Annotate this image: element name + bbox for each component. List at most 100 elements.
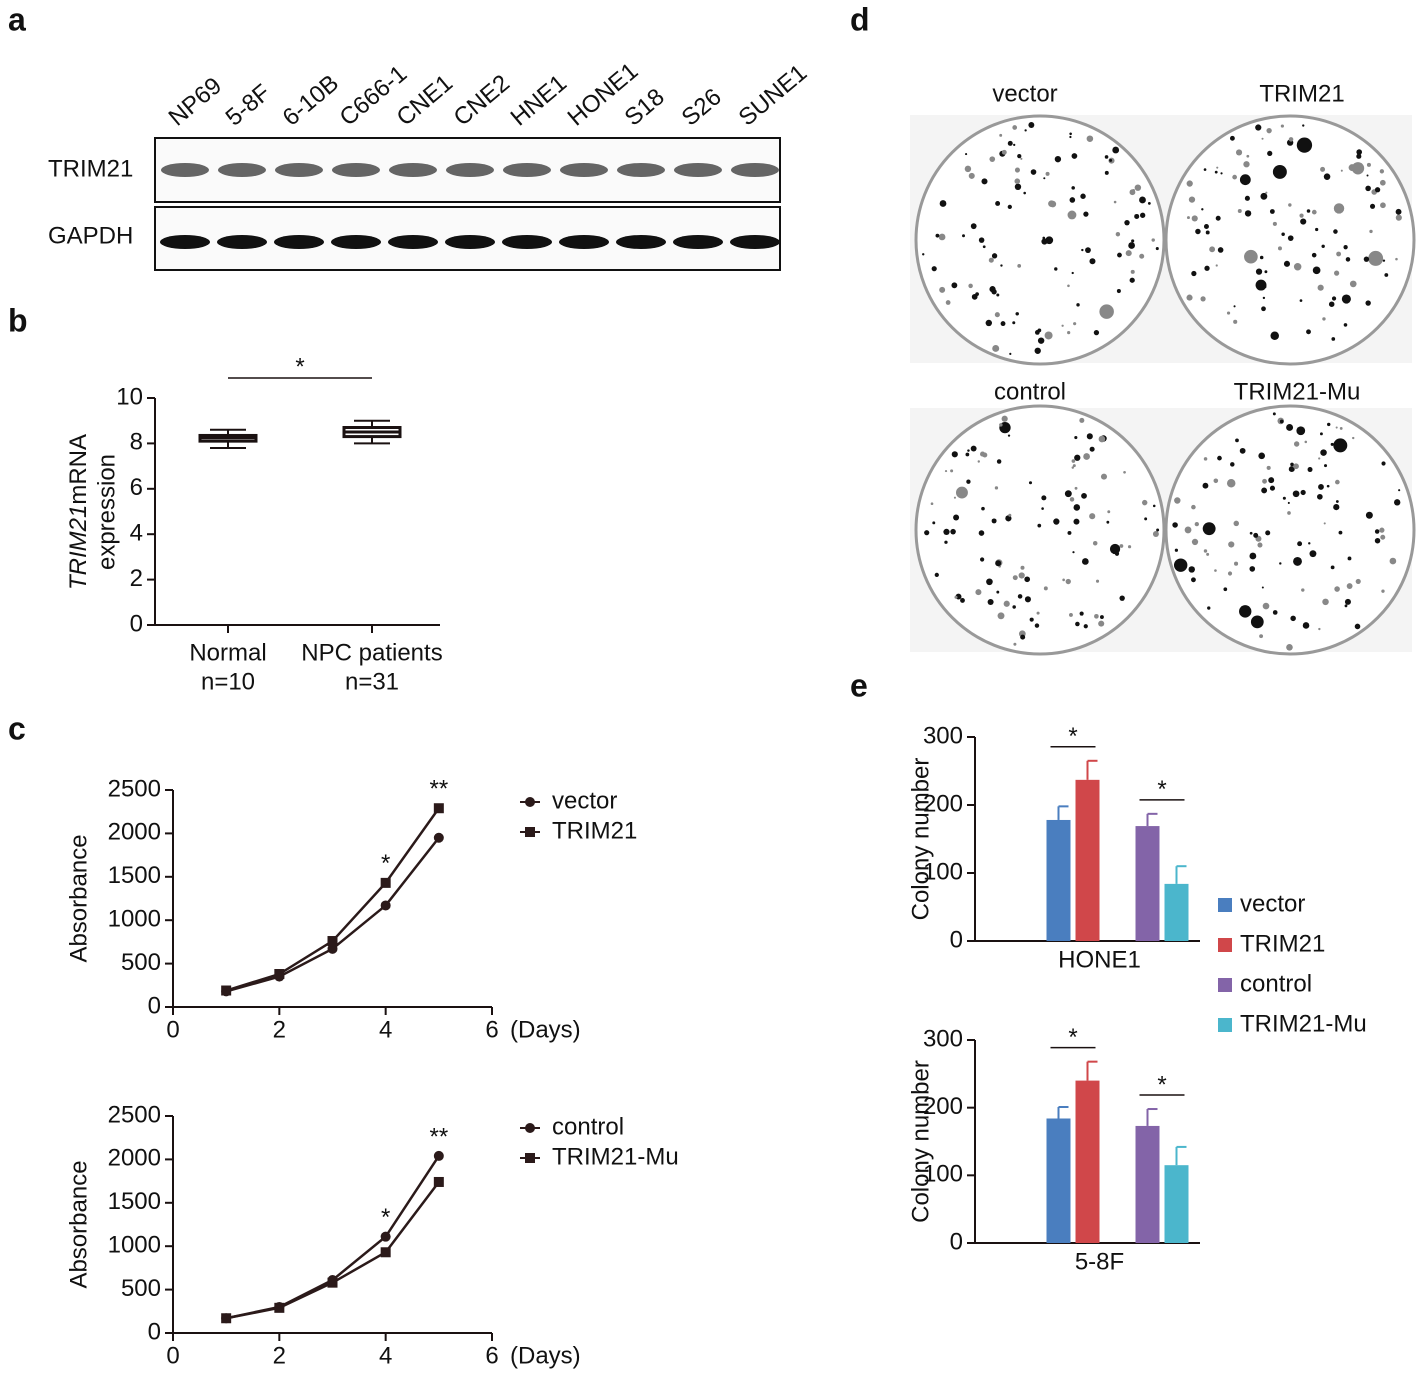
colony [1140, 212, 1146, 218]
colony [1270, 331, 1279, 341]
colony [1286, 643, 1293, 651]
colony [1203, 549, 1208, 553]
colony [1020, 634, 1026, 640]
colony [1081, 492, 1087, 499]
colony [1293, 262, 1302, 271]
colony [1202, 522, 1216, 536]
colony [1054, 155, 1062, 163]
colony [945, 300, 951, 305]
colony [1318, 457, 1321, 460]
colony [1365, 511, 1373, 519]
marker [380, 900, 391, 911]
colony [1067, 210, 1077, 220]
colony [1349, 280, 1357, 288]
colony [978, 530, 985, 536]
colony [1071, 153, 1078, 159]
colony [1389, 557, 1397, 565]
x-axis-label: (Days) [510, 1342, 581, 1369]
colony [1017, 594, 1023, 599]
colony [1261, 586, 1264, 589]
band [160, 235, 210, 249]
colony [1089, 513, 1096, 520]
band [559, 235, 609, 249]
marker [274, 969, 285, 980]
colony [954, 595, 958, 599]
colony [1288, 466, 1295, 473]
band [445, 235, 495, 249]
colony [1076, 303, 1080, 307]
colony [1067, 530, 1072, 535]
colony [1282, 496, 1286, 500]
y-tick-label: 200 [923, 1093, 963, 1120]
colony [1125, 250, 1132, 257]
colony [1194, 521, 1199, 527]
marker [327, 936, 338, 947]
colony [1113, 200, 1117, 204]
colony [994, 486, 999, 490]
panel-label: a [8, 1, 26, 37]
colony [1172, 522, 1178, 528]
colony [1262, 478, 1267, 484]
colony [987, 598, 994, 606]
colony [1324, 464, 1328, 468]
colony [1020, 157, 1023, 160]
colony [1045, 171, 1050, 176]
band [332, 163, 380, 177]
y-tick-label: 1500 [108, 862, 161, 889]
colony [950, 528, 956, 535]
colony [1112, 146, 1120, 154]
colony [1365, 300, 1371, 306]
colony [1220, 172, 1223, 175]
colony [1116, 289, 1121, 294]
significance: * [1157, 1071, 1166, 1098]
bar [1164, 1165, 1189, 1243]
colony [1379, 169, 1385, 174]
band [731, 163, 779, 177]
colony [1106, 520, 1110, 524]
colony [1119, 544, 1124, 548]
colony [1343, 245, 1348, 250]
colony [1233, 520, 1240, 527]
y-tick-label: 300 [923, 722, 963, 749]
colony [1266, 465, 1271, 470]
colony [1188, 566, 1195, 573]
colony [1206, 552, 1210, 556]
colony [1286, 423, 1294, 431]
colony [1123, 470, 1126, 474]
colony [1363, 256, 1370, 262]
colony [1089, 258, 1096, 265]
colony [996, 590, 1000, 594]
band [275, 163, 323, 177]
colony [1382, 259, 1386, 262]
colony [1333, 438, 1348, 453]
colony [1134, 184, 1142, 191]
colony [1214, 170, 1218, 174]
colony [1258, 452, 1266, 460]
colony [1075, 621, 1080, 627]
colony [1037, 337, 1045, 344]
colony [1024, 129, 1027, 132]
band [674, 163, 722, 177]
colony [1228, 541, 1235, 548]
colony [1249, 566, 1256, 572]
colony [1302, 124, 1305, 127]
colony [1203, 457, 1208, 461]
colony [1352, 436, 1355, 440]
colony [1296, 426, 1306, 436]
legend-label: TRIM21-Mu [1240, 1010, 1367, 1037]
colony [1186, 216, 1190, 220]
colony [1395, 214, 1402, 221]
band [730, 235, 780, 249]
colony [1214, 569, 1217, 572]
colony [1203, 224, 1209, 230]
band [617, 163, 665, 177]
colony [1369, 203, 1376, 209]
colony [953, 514, 960, 521]
colony [1235, 438, 1239, 443]
y-tick-label: 300 [923, 1025, 963, 1052]
colony [1028, 122, 1035, 128]
plate [1164, 404, 1416, 656]
colony [1195, 228, 1201, 235]
colony [1265, 191, 1268, 194]
colony [1336, 251, 1342, 257]
